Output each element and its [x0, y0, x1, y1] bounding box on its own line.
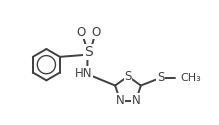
Text: O: O	[77, 26, 86, 38]
Text: CH₃: CH₃	[180, 73, 201, 83]
Text: S: S	[124, 70, 132, 83]
Text: S: S	[85, 45, 93, 59]
Text: N: N	[132, 94, 140, 107]
Text: S: S	[157, 71, 164, 84]
Text: HN: HN	[75, 67, 92, 80]
Text: N: N	[116, 94, 124, 107]
Text: O: O	[92, 26, 101, 38]
